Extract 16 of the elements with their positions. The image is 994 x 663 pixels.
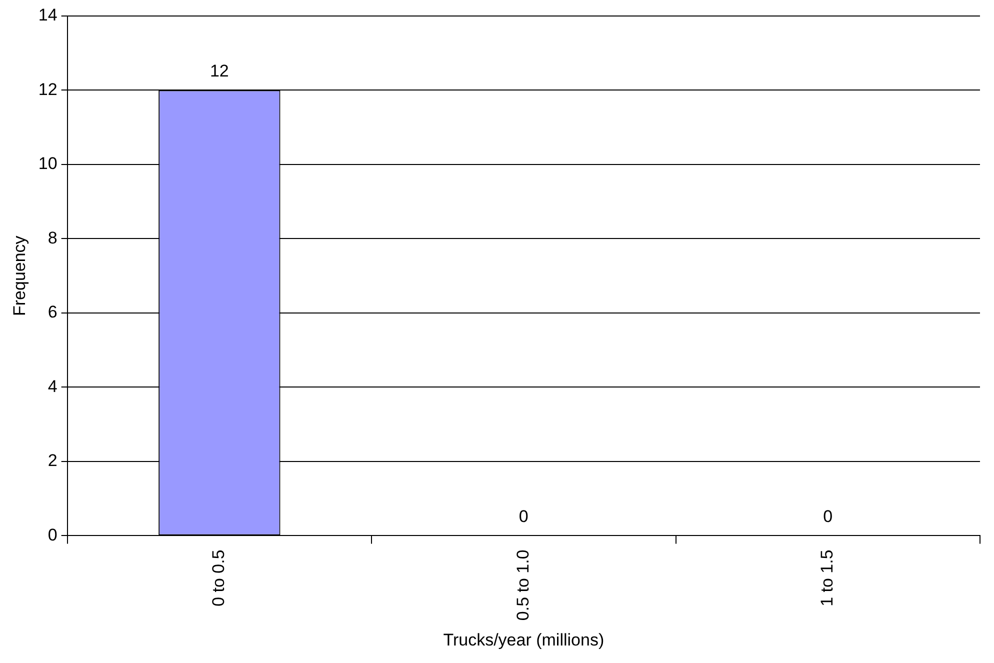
y-axis-title: Frequency: [10, 235, 29, 316]
data-label: 0: [518, 506, 528, 526]
y-tick-label: 6: [48, 302, 58, 322]
y-tick-label: 12: [38, 80, 58, 99]
y-tick-label: 4: [48, 376, 58, 396]
y-tick-label: 2: [48, 451, 58, 470]
x-tick-label: 0.5 to 1.0: [513, 550, 532, 621]
y-tick-label: 14: [38, 6, 58, 25]
data-label: 12: [210, 61, 229, 80]
y-tick-label: 0: [48, 525, 58, 544]
x-tick-label: 1 to 1.5: [818, 550, 837, 606]
data-label: 0: [823, 506, 833, 526]
y-tick-label: 8: [48, 228, 58, 248]
x-tick-label: 0 to 0.5: [209, 550, 228, 606]
x-axis-title: Trucks/year (millions): [443, 630, 604, 650]
y-tick-label: 10: [38, 154, 58, 174]
